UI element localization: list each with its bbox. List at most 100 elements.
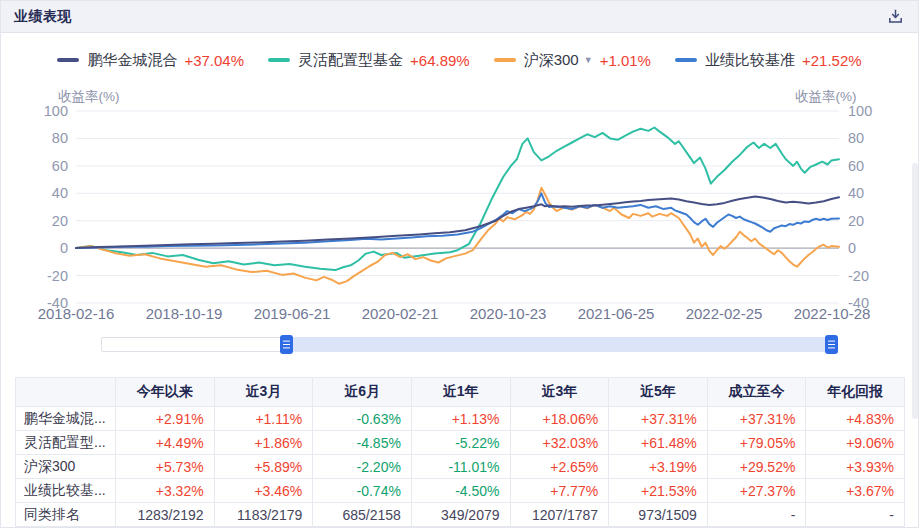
row-name: 鹏华金城混... xyxy=(16,407,116,431)
legend-item-3[interactable]: 沪深300 ▼ +1.01% xyxy=(494,51,651,70)
table-cell: +18.06% xyxy=(510,407,609,431)
row-name: 同类排名 xyxy=(16,503,116,527)
y-axis-tick-right: 80 xyxy=(848,130,864,146)
y-axis-tick-left: 0 xyxy=(60,240,68,256)
x-axis-tick: 2020-02-21 xyxy=(362,305,439,322)
y-axis-tick-left: 100 xyxy=(44,103,68,119)
table-corner-cell xyxy=(16,378,116,407)
datazoom-selected-range[interactable] xyxy=(286,337,832,352)
panel-title: 业绩表现 xyxy=(14,8,72,26)
y-axis-tick-left: 60 xyxy=(52,158,68,174)
table-cell: - xyxy=(707,503,806,527)
table-row: 沪深300+5.73%+5.89%-2.20%-11.01%+2.65%+3.1… xyxy=(16,455,905,479)
y-axis-tick-left: 80 xyxy=(52,130,68,146)
legend-line-swatch xyxy=(494,58,516,62)
legend-return-value: +1.01% xyxy=(600,52,651,69)
row-name: 业绩比较基... xyxy=(16,479,116,503)
table-cell: +5.73% xyxy=(116,455,215,479)
table-cell: +21.53% xyxy=(609,479,708,503)
legend-label: 业绩比较基准 xyxy=(705,51,795,70)
y-axis-tick-right: -20 xyxy=(848,268,869,284)
series-line-鹏华金城混合 xyxy=(76,197,839,249)
table-cell: +37.31% xyxy=(707,407,806,431)
table-cell: -0.63% xyxy=(313,407,412,431)
legend-return-value: +37.04% xyxy=(184,52,244,69)
table-cell: +2.65% xyxy=(510,455,609,479)
x-axis-tick: 2018-10-19 xyxy=(146,305,223,322)
table-cell: +3.46% xyxy=(214,479,313,503)
table-row: 同类排名1283/21921183/2179685/2158349/207912… xyxy=(16,503,905,527)
y-axis-tick-left: 40 xyxy=(52,185,68,201)
table-cell: +1.11% xyxy=(214,407,313,431)
chart-canvas[interactable]: 100100808060604040202000-20-20-40-402018… xyxy=(1,99,919,331)
chevron-down-icon[interactable]: ▼ xyxy=(584,55,593,65)
legend-item-4[interactable]: 业绩比较基准 +21.52% xyxy=(675,51,862,70)
table-cell: 1283/2192 xyxy=(116,503,215,527)
table-row: 鹏华金城混...+2.91%+1.11%-0.63%+1.13%+18.06%+… xyxy=(16,407,905,431)
y-axis-tick-right: 20 xyxy=(848,213,864,229)
table-cell: +1.13% xyxy=(411,407,510,431)
panel-header: 业绩表现 xyxy=(1,1,918,33)
table-cell: +1.86% xyxy=(214,431,313,455)
column-header: 近3年 xyxy=(510,378,609,407)
table-cell: +29.52% xyxy=(707,455,806,479)
table-cell: +3.19% xyxy=(609,455,708,479)
table-cell: 1207/1787 xyxy=(510,503,609,527)
legend-label: 沪深300 xyxy=(524,51,579,70)
legend-line-swatch xyxy=(57,58,79,62)
table-header: 今年以来近3月近6月近1年近3年近5年成立至今年化回报 xyxy=(16,378,905,407)
datazoom-slider[interactable] xyxy=(101,337,838,352)
performance-table: 今年以来近3月近6月近1年近3年近5年成立至今年化回报 鹏华金城混...+2.9… xyxy=(15,377,905,527)
table-cell: +3.67% xyxy=(806,479,905,503)
table-cell: - xyxy=(806,503,905,527)
column-header: 年化回报 xyxy=(806,378,905,407)
row-name: 沪深300 xyxy=(16,455,116,479)
x-axis-tick: 2022-10-28 xyxy=(794,305,871,322)
x-axis-tick: 2019-06-21 xyxy=(254,305,331,322)
legend-item-2[interactable]: 灵活配置型基金 +64.89% xyxy=(268,51,470,70)
table-cell: 1183/2179 xyxy=(214,503,313,527)
chart-legend: 鹏华金城混合 +37.04% 灵活配置型基金 +64.89% 沪深300 ▼ +1.01% 业… xyxy=(1,49,918,71)
y-axis-tick-left: 20 xyxy=(52,213,68,229)
table-row: 业绩比较基...+3.32%+3.46%-0.74%-4.50%+7.77%+2… xyxy=(16,479,905,503)
legend-item-1[interactable]: 鹏华金城混合 +37.04% xyxy=(57,51,244,70)
column-header: 近3月 xyxy=(214,378,313,407)
column-header: 成立至今 xyxy=(707,378,806,407)
legend-return-value: +64.89% xyxy=(410,52,470,69)
table-cell: -4.50% xyxy=(411,479,510,503)
table-cell: +37.31% xyxy=(609,407,708,431)
legend-return-value: +21.52% xyxy=(802,52,862,69)
table-cell: +2.91% xyxy=(116,407,215,431)
table-cell: 685/2158 xyxy=(313,503,412,527)
table-cell: +79.05% xyxy=(707,431,806,455)
download-icon[interactable] xyxy=(886,8,904,26)
table-cell: +7.77% xyxy=(510,479,609,503)
chart-svg: 100100808060604040202000-20-20-40-402018… xyxy=(1,99,919,331)
table-cell: +3.93% xyxy=(806,455,905,479)
table-cell: +4.49% xyxy=(116,431,215,455)
datazoom-left-handle[interactable] xyxy=(280,335,293,354)
table-cell: +5.89% xyxy=(214,455,313,479)
table-row: 灵活配置型...+4.49%+1.86%-4.85%-5.22%+32.03%+… xyxy=(16,431,905,455)
performance-panel: 业绩表现 鹏华金城混合 +37.04% 灵活配置型基金 +64.89% 沪深300 ▼ +1… xyxy=(0,0,919,528)
column-header: 近6月 xyxy=(313,378,412,407)
table-cell: 973/1509 xyxy=(609,503,708,527)
y-axis-tick-right: 100 xyxy=(848,103,872,119)
table-cell: +32.03% xyxy=(510,431,609,455)
x-axis-tick: 2022-02-25 xyxy=(686,305,763,322)
table-cell: -4.85% xyxy=(313,431,412,455)
table-cell: +61.48% xyxy=(609,431,708,455)
table-cell: +3.32% xyxy=(116,479,215,503)
legend-label: 灵活配置型基金 xyxy=(298,51,403,70)
legend-label: 鹏华金城混合 xyxy=(87,51,177,70)
x-axis-tick: 2020-10-23 xyxy=(470,305,547,322)
y-axis-tick-left: -20 xyxy=(47,268,68,284)
row-name: 灵活配置型... xyxy=(16,431,116,455)
x-axis-tick: 2021-06-25 xyxy=(578,305,655,322)
y-axis-tick-right: 0 xyxy=(848,240,856,256)
datazoom-right-handle[interactable] xyxy=(825,335,838,354)
table-cell: +27.37% xyxy=(707,479,806,503)
vertical-scrollbar[interactable] xyxy=(912,163,918,419)
x-axis-tick: 2018-02-16 xyxy=(38,305,115,322)
legend-line-swatch xyxy=(675,58,697,62)
